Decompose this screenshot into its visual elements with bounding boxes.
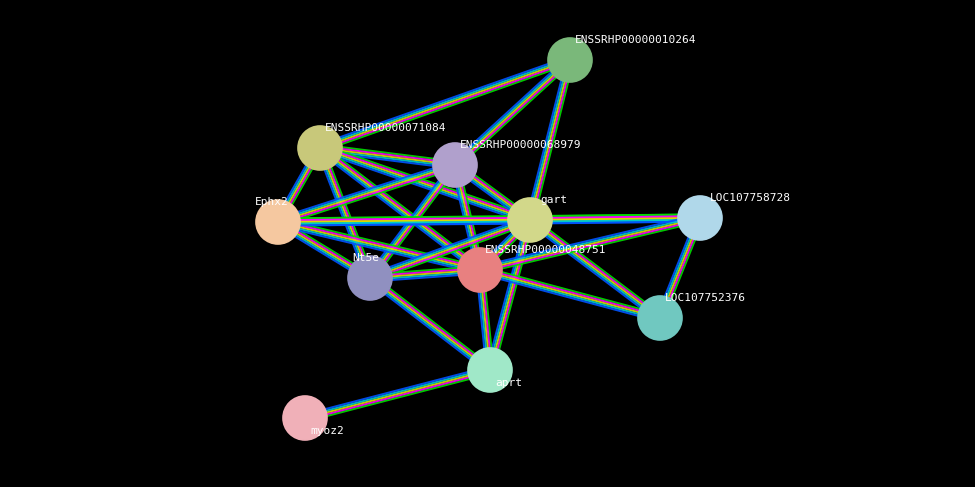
Circle shape — [468, 348, 512, 392]
Circle shape — [256, 200, 300, 244]
Text: Nt5e: Nt5e — [352, 253, 379, 263]
Circle shape — [548, 38, 592, 82]
Circle shape — [508, 198, 552, 242]
Text: gart: gart — [540, 195, 567, 205]
Text: aprt: aprt — [495, 378, 522, 388]
Text: ENSSRHP00000068979: ENSSRHP00000068979 — [460, 140, 581, 150]
Text: ENSSRHP00000048751: ENSSRHP00000048751 — [485, 245, 606, 255]
Circle shape — [298, 126, 342, 170]
Circle shape — [348, 256, 392, 300]
Circle shape — [433, 143, 477, 187]
Text: Ephx2: Ephx2 — [255, 197, 289, 207]
Text: ENSSRHP00000071084: ENSSRHP00000071084 — [325, 123, 447, 133]
Text: LOC107758728: LOC107758728 — [710, 193, 791, 203]
Circle shape — [283, 396, 327, 440]
Text: LOC107752376: LOC107752376 — [665, 293, 746, 303]
Text: ENSSRHP00000010264: ENSSRHP00000010264 — [575, 35, 696, 45]
Circle shape — [678, 196, 722, 240]
Circle shape — [458, 248, 502, 292]
Text: myoz2: myoz2 — [310, 426, 344, 436]
Circle shape — [638, 296, 682, 340]
